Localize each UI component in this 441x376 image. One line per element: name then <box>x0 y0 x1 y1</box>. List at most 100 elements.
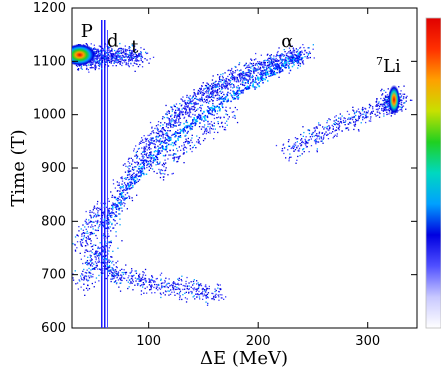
scatter-point <box>200 107 202 109</box>
scatter-point <box>203 126 205 128</box>
scatter-point <box>295 54 297 57</box>
scatter-point <box>96 58 98 61</box>
scatter-point <box>256 64 258 66</box>
alpha-band-point <box>248 87 251 89</box>
scatter-point <box>135 48 137 51</box>
scatter-point <box>179 103 181 105</box>
scatter-point <box>98 261 100 263</box>
scatter-point <box>189 100 191 103</box>
scatter-point <box>178 156 180 158</box>
scatter-point <box>279 56 281 58</box>
scatter-point <box>121 279 123 282</box>
scatter-point <box>196 288 198 290</box>
alpha-band-point <box>147 160 150 163</box>
alpha-band-point <box>255 78 257 80</box>
scatter-point <box>172 108 174 111</box>
alpha-band-point <box>172 133 174 136</box>
scatter-point <box>98 61 100 63</box>
scatter-point <box>160 173 162 175</box>
scatter-point <box>111 57 113 60</box>
scatter-point <box>161 133 164 135</box>
scatter-point <box>131 50 133 52</box>
scatter-point <box>140 51 142 53</box>
scatter-point <box>340 118 342 121</box>
scatter-point <box>121 240 123 242</box>
scatter-point <box>311 135 313 138</box>
scatter-point <box>106 268 108 270</box>
scatter-point <box>263 69 265 71</box>
scatter-point <box>210 96 213 98</box>
scatter-point <box>307 54 309 56</box>
alpha-band-point <box>112 205 114 208</box>
scatter-point <box>106 49 108 51</box>
scatter-point <box>170 123 172 126</box>
scatter-point <box>255 58 257 60</box>
scatter-point <box>104 54 106 56</box>
scatter-point <box>125 273 127 275</box>
scatter-point <box>102 259 105 261</box>
alpha-band-point <box>226 93 228 96</box>
scatter-point <box>138 165 140 168</box>
scatter-point <box>91 211 93 213</box>
scatter-point <box>136 164 139 166</box>
scatter-point <box>188 282 190 284</box>
scatter-point <box>106 57 108 60</box>
scatter-point <box>383 99 385 102</box>
scatter-point <box>134 55 137 58</box>
alpha-band-point <box>126 188 129 190</box>
scatter-point <box>143 146 145 148</box>
scatter-point <box>188 285 190 287</box>
alpha-band-point <box>142 165 144 168</box>
alpha-band-point <box>278 71 281 74</box>
scatter-point <box>129 46 131 49</box>
scatter-point <box>117 271 119 273</box>
scatter-point <box>101 61 104 63</box>
scatter-point <box>318 135 320 137</box>
scatter-point <box>162 286 164 288</box>
scatter-point <box>159 138 162 140</box>
alpha-band-point <box>220 98 222 100</box>
scatter-point <box>244 64 246 66</box>
scatter-point <box>218 85 221 88</box>
scatter-point <box>284 58 287 60</box>
alpha-band-point <box>175 140 177 143</box>
scatter-point <box>203 293 205 295</box>
annotation-label: t <box>131 36 139 57</box>
scatter-point <box>270 61 272 64</box>
scatter-point <box>217 122 219 125</box>
scatter-point <box>193 279 195 281</box>
scatter-point <box>96 203 98 205</box>
scatter-point <box>339 125 341 127</box>
scatter-point <box>243 65 245 67</box>
scatter-point <box>112 272 114 274</box>
scatter-point <box>174 153 176 155</box>
scatter-point <box>132 289 134 291</box>
alpha-band-point <box>192 122 195 125</box>
scatter-point <box>200 108 202 110</box>
scatter-point <box>127 158 130 160</box>
scatter-point <box>291 56 293 59</box>
scatter-point <box>387 105 389 107</box>
scatter-point <box>245 64 247 66</box>
alpha-band-point <box>296 61 299 63</box>
scatter-point <box>193 91 195 94</box>
alpha-band-point <box>173 142 176 145</box>
scatter-point <box>168 294 170 296</box>
scatter-point <box>222 84 225 86</box>
scatter-point <box>90 275 92 277</box>
scatter-point <box>388 109 390 112</box>
scatter-point <box>198 93 200 95</box>
scatter-point <box>108 259 110 261</box>
scatter-point <box>96 55 98 57</box>
scatter-point <box>98 259 100 261</box>
scatter-point <box>175 283 177 286</box>
scatter-point <box>250 63 253 65</box>
scatter-point <box>196 141 198 143</box>
scatter-point <box>140 280 142 282</box>
scatter-point <box>127 171 129 174</box>
scatter-point <box>133 53 135 55</box>
scatter-point <box>358 116 360 118</box>
scatter-point <box>169 130 171 132</box>
scatter-point <box>230 83 232 86</box>
alpha-band-point <box>275 65 277 68</box>
